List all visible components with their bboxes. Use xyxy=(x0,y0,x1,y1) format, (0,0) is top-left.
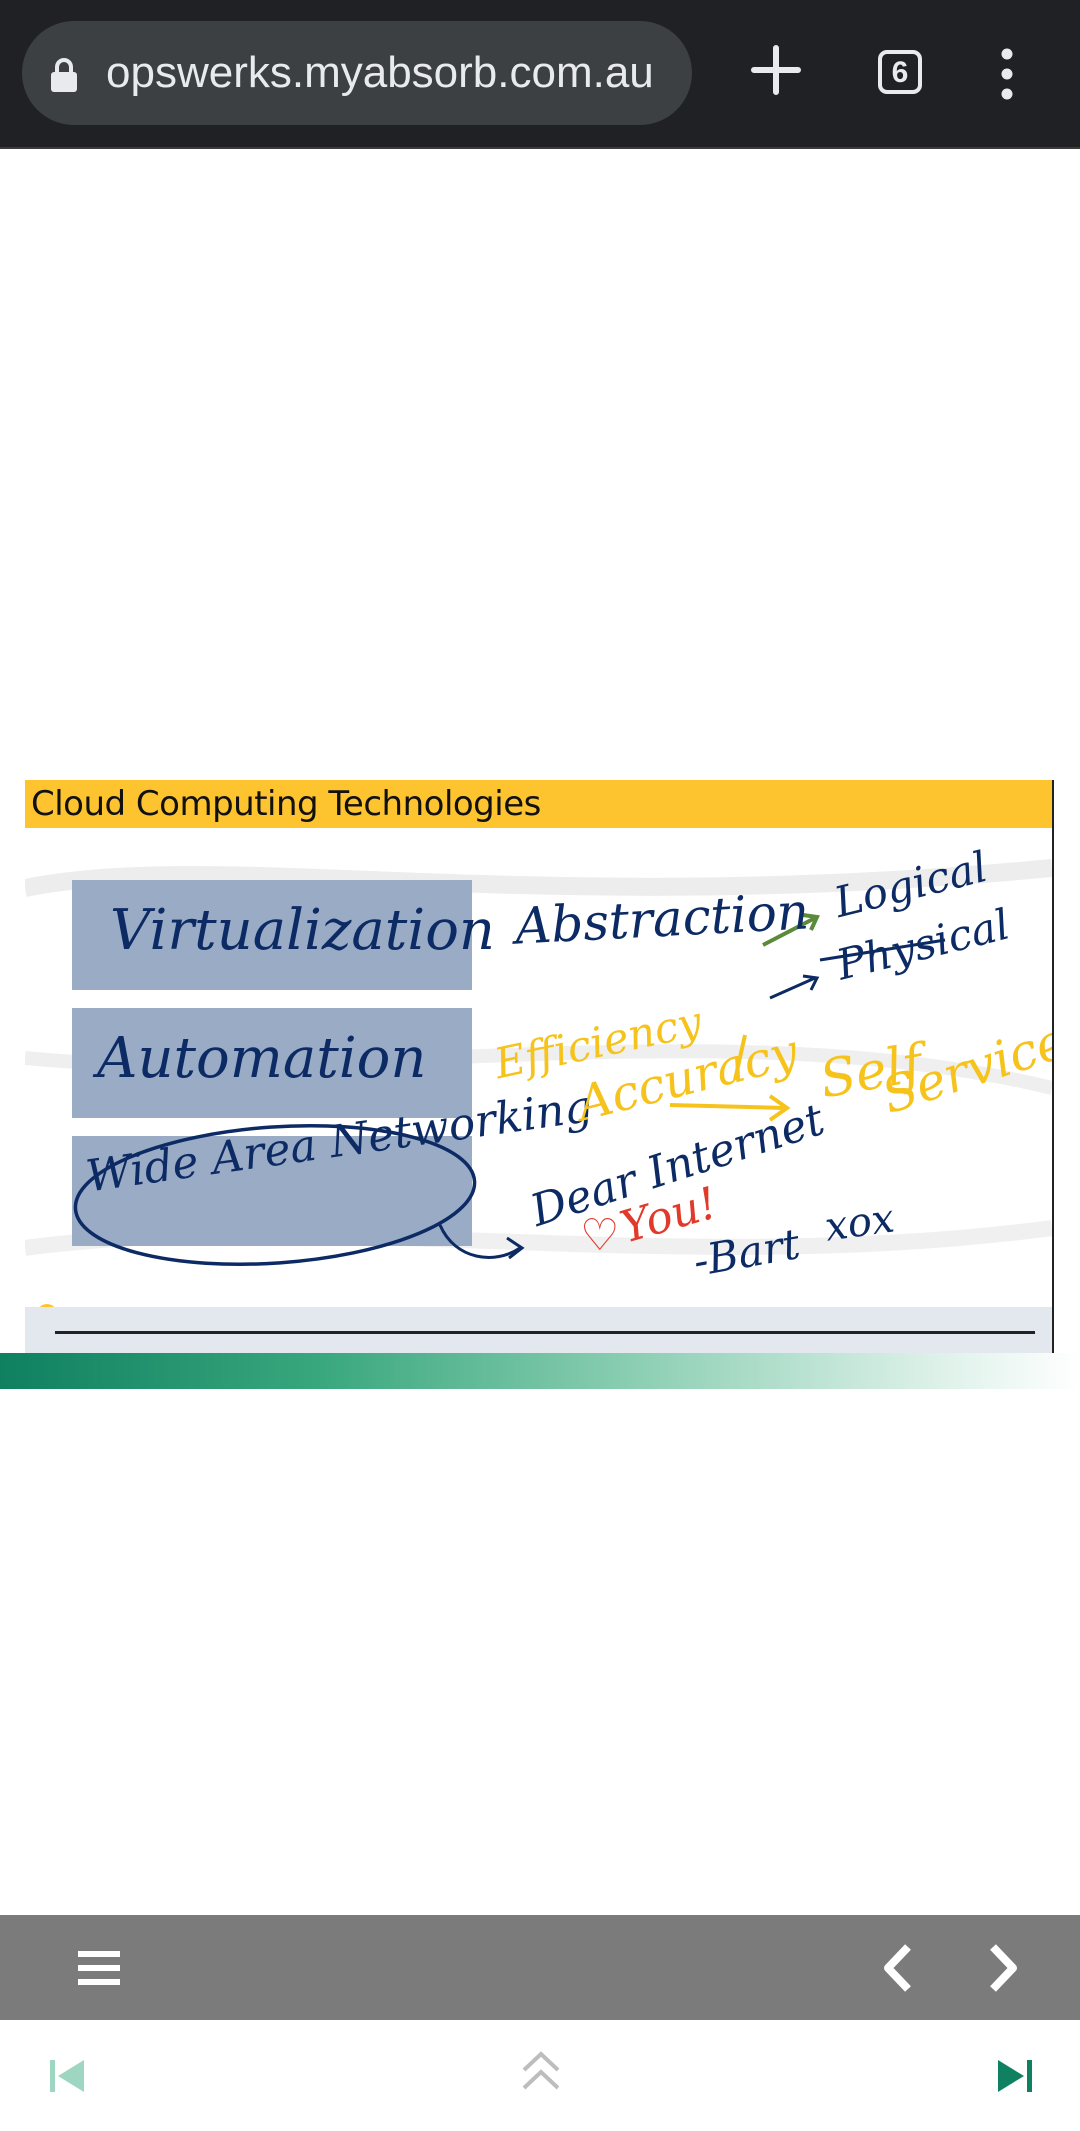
heart-icon: ♡ xyxy=(580,1210,620,1261)
previous-slide-icon[interactable] xyxy=(880,1943,916,1993)
first-page-icon[interactable] xyxy=(48,2058,88,2094)
collapse-up-icon[interactable] xyxy=(520,2050,562,2094)
address-bar[interactable]: opswerks.myabsorb.com.au xyxy=(22,21,692,125)
virtualization-label: Virtualization xyxy=(110,898,495,963)
tab-count: 6 xyxy=(891,56,909,89)
automation-box xyxy=(72,1008,472,1118)
slide-footer xyxy=(25,1307,1052,1354)
more-options-icon[interactable] xyxy=(992,48,1022,100)
lock-icon xyxy=(51,58,77,92)
browser-toolbar: opswerks.myabsorb.com.au 6 xyxy=(0,0,1080,149)
slide-title: Cloud Computing Technologies xyxy=(31,784,541,824)
slide-header: Cloud Computing Technologies xyxy=(25,780,1052,828)
slide-progress-bar xyxy=(0,1353,1080,1389)
note-xox: xox xyxy=(822,1195,898,1251)
last-page-icon[interactable] xyxy=(994,2058,1034,2094)
automation-label: Automation xyxy=(97,1026,427,1091)
url-text[interactable]: opswerks.myabsorb.com.au xyxy=(106,48,654,97)
player-toolbar xyxy=(0,1915,1080,2020)
virtualization-box xyxy=(72,880,472,990)
new-tab-plus-icon[interactable] xyxy=(748,42,804,98)
next-slide-icon[interactable] xyxy=(985,1943,1021,1993)
footer-rule xyxy=(55,1331,1035,1334)
tab-switcher-icon[interactable]: 6 xyxy=(878,50,922,94)
page-navigation xyxy=(0,2020,1080,2131)
lesson-slide: Cloud Computing Technologies Virtualizat… xyxy=(25,780,1054,1354)
menu-icon[interactable] xyxy=(78,1949,120,1987)
